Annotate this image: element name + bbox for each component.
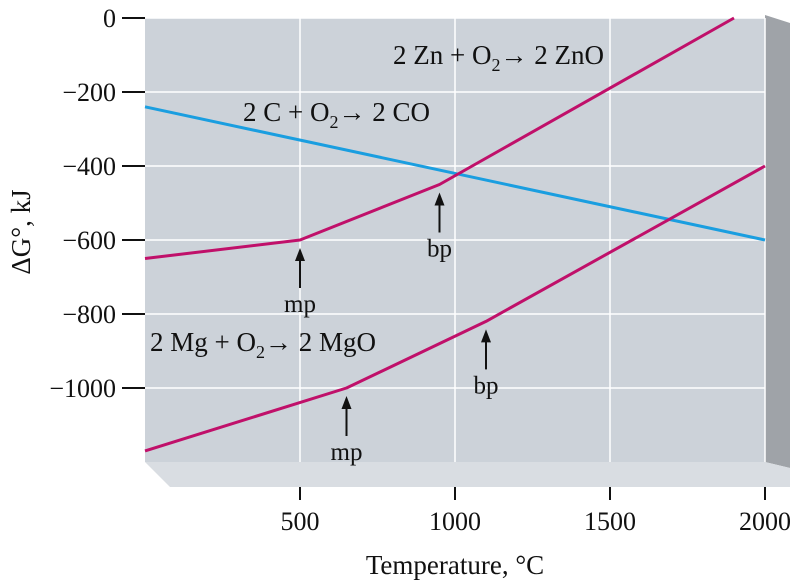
- annotation-label: bp: [474, 372, 499, 399]
- annotation-label: bp: [427, 236, 452, 263]
- arrow-up-icon: [481, 329, 491, 343]
- plot-background: [145, 15, 790, 487]
- x-tick-label-0: 500: [281, 507, 320, 536]
- annotations: mp bp mp bp: [284, 192, 499, 466]
- x-axis-title: Temperature, °C: [366, 550, 544, 580]
- series-label-0: 2 C + O2→ 2 CO: [243, 97, 430, 132]
- y-tick-label-4: −800: [62, 300, 116, 329]
- y-tick-label-1: −200: [62, 78, 116, 107]
- y-tick-label-2: −400: [62, 152, 116, 181]
- annotation-mp-2: mp: [331, 396, 363, 466]
- y-tick-label-0: 0: [103, 4, 116, 33]
- x-tick-label-2: 1500: [584, 507, 636, 536]
- y-axis-ticks: 0 −200 −400 −600 −800 −1000: [49, 4, 145, 403]
- annotation-mp-0: mp: [284, 248, 316, 318]
- series-labels: 2 C + O2→ 2 CO 2 Zn + O2→ 2 ZnO 2 Mg + O2→…: [150, 40, 604, 362]
- y-tick-label-3: −600: [62, 226, 116, 255]
- arrow-up-icon: [295, 248, 305, 261]
- annotation-bp-1: bp: [427, 192, 452, 263]
- grid: [145, 17, 766, 462]
- series-lines: [144, 16, 766, 453]
- y-tick-label-5: −1000: [49, 374, 116, 403]
- series-line-1: [144, 16, 735, 260]
- y-axis-title: ΔG°, kJ: [6, 189, 36, 274]
- arrow-up-icon: [434, 192, 445, 206]
- series-line-2: [144, 164, 766, 453]
- plot-floor: [145, 462, 790, 487]
- series-line-0: [144, 105, 766, 242]
- series-label-1: 2 Zn + O2→ 2 ZnO: [393, 40, 604, 75]
- annotation-bp-3: bp: [474, 329, 499, 399]
- plot-side-wall: [765, 15, 790, 468]
- x-axis-ticks: 500 1000 1500 2000: [281, 487, 791, 536]
- x-tick-label-1: 1000: [429, 507, 481, 536]
- x-tick-label-3: 2000: [739, 507, 791, 536]
- series-label-2: 2 Mg + O2→ 2 MgO: [150, 327, 376, 362]
- annotation-label: mp: [331, 439, 363, 466]
- arrow-up-icon: [341, 396, 352, 409]
- annotation-label: mp: [284, 291, 316, 318]
